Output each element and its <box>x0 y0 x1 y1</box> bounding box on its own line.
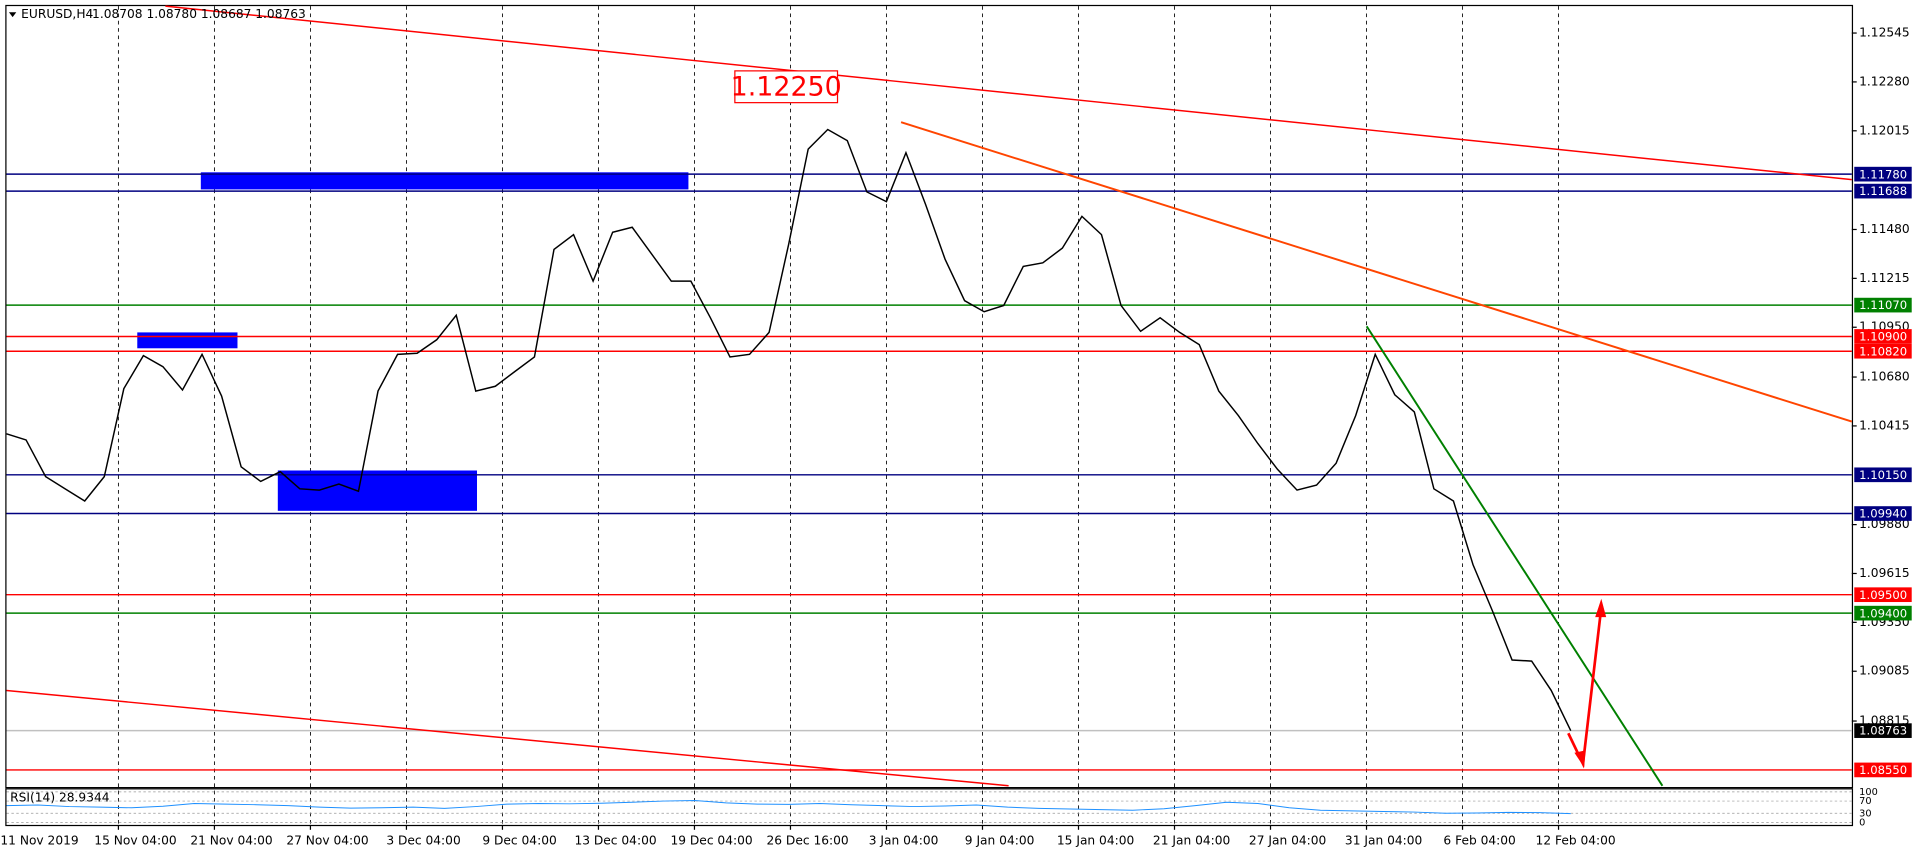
x-tick-label: 31 Jan 04:00 <box>1345 833 1422 847</box>
level-label-box <box>1854 329 1912 344</box>
y-tick-label: 1.11480 <box>1859 222 1910 236</box>
y-tick-label: 1.12015 <box>1859 123 1910 137</box>
level-label-box <box>1854 762 1912 778</box>
level-label: 1.11070 <box>1859 298 1907 312</box>
x-tick-label: 19 Dec 04:00 <box>670 833 752 847</box>
annotation: 1.12250 <box>731 71 842 102</box>
rsi-line <box>6 799 1571 815</box>
levels <box>6 173 1852 771</box>
arrow-head <box>1574 750 1586 768</box>
trend-line <box>1365 325 1664 787</box>
x-tick-label: 3 Dec 04:00 <box>386 833 460 847</box>
level-label: 1.11688 <box>1859 184 1907 198</box>
level-label: 1.10150 <box>1859 468 1907 482</box>
level-label: 1.10900 <box>1859 330 1907 344</box>
level-label: 1.10820 <box>1859 344 1907 358</box>
y-tick-label: 1.11215 <box>1859 271 1910 285</box>
x-tick-label: 12 Feb 04:00 <box>1536 833 1616 847</box>
ohlc: 1.08708 1.08780 1.08687 1.08763 <box>92 7 306 21</box>
x-tick-label: 21 Jan 04:00 <box>1153 833 1230 847</box>
x-tick-label: 9 Jan 04:00 <box>965 833 1035 847</box>
rsi-label: RSI(14) 28.9344 <box>10 791 110 805</box>
x-tick-label: 6 Feb 04:00 <box>1443 833 1515 847</box>
drawings: 1.12250 <box>6 5 1853 787</box>
level-label: 1.09500 <box>1859 588 1907 602</box>
level-label-box <box>1854 343 1912 359</box>
x-tick-label: 27 Jan 04:00 <box>1249 833 1326 847</box>
level-label-box <box>1854 297 1912 313</box>
main-frame <box>5 4 1854 789</box>
rsi-tick-label: 100 <box>1859 787 1878 798</box>
x-tick-label: 9 Dec 04:00 <box>482 833 556 847</box>
plot <box>6 128 1572 815</box>
x-tick-label: 15 Jan 04:00 <box>1057 833 1134 847</box>
level-label: 1.09940 <box>1859 507 1907 521</box>
x-tick-label: 11 Nov 2019 <box>0 833 78 847</box>
zone <box>200 172 689 190</box>
y-tick-label: 1.12280 <box>1859 74 1910 88</box>
grid <box>6 6 1852 825</box>
symbol: EURUSD,H4 <box>21 7 93 21</box>
price-line <box>6 128 1572 731</box>
level-label-box <box>1854 183 1912 199</box>
arrow-head <box>1595 598 1607 618</box>
level-label-box <box>1854 723 1912 738</box>
x-tick-label: 21 Nov 04:00 <box>190 833 272 847</box>
menu-icon[interactable] <box>8 12 17 18</box>
rsi-frame <box>5 788 1854 827</box>
rsi-tick-label: 0 <box>1859 817 1865 828</box>
y-tick-label: 1.09085 <box>1859 664 1910 678</box>
level-label: 1.08550 <box>1859 763 1907 777</box>
trend-line <box>6 689 1009 787</box>
trend-line <box>900 121 1853 423</box>
level-label-box <box>1854 166 1912 182</box>
level-label-box <box>1854 605 1912 621</box>
zone <box>137 332 238 349</box>
trend-line <box>165 5 1852 181</box>
rsi-tick-label: 70 <box>1859 796 1871 807</box>
y-tick-label: 1.12545 <box>1859 26 1910 40</box>
axes: 1.12545 1.12280 1.12015 1.11480 1.11215 1.109… <box>0 26 1912 847</box>
rsi-tick-label: 30 <box>1859 808 1871 819</box>
level-label-box <box>1854 467 1912 483</box>
level-label-box <box>1854 587 1912 603</box>
level-label: 1.11780 <box>1859 167 1907 181</box>
x-tick-label: 26 Dec 16:00 <box>766 833 848 847</box>
y-tick-label: 1.10415 <box>1859 418 1910 432</box>
zone <box>277 470 478 511</box>
level-label: 1.09400 <box>1859 606 1907 620</box>
x-tick-label: 15 Nov 04:00 <box>94 833 176 847</box>
y-tick-label: 1.09615 <box>1859 566 1910 580</box>
x-tick-label: 27 Nov 04:00 <box>286 833 368 847</box>
level-label: 1.08763 <box>1859 724 1907 738</box>
y-tick-label: 1.10680 <box>1859 370 1910 384</box>
x-tick-label: 3 Jan 04:00 <box>869 833 939 847</box>
level-label-box <box>1854 506 1912 521</box>
annotation-box <box>734 70 839 104</box>
x-tick-label: 13 Dec 04:00 <box>574 833 656 847</box>
